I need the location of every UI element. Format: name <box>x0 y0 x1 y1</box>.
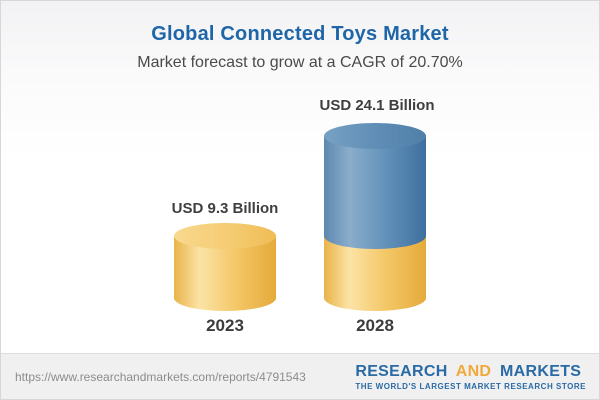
cylinder-2028 <box>324 123 426 311</box>
value-label-2023: USD 9.3 Billion <box>171 200 279 217</box>
logo-word-and: AND <box>455 362 492 380</box>
value-label-2028: USD 24.1 Billion <box>319 97 435 114</box>
cylinder-2028-gold-segment <box>324 236 426 311</box>
research-and-markets-logo: RESEARCH AND MARKETS THE WORLD'S LARGEST… <box>355 363 586 391</box>
cylinder-2023 <box>174 223 276 311</box>
chart-subtitle: Market forecast to grow at a CAGR of 20.… <box>137 54 463 71</box>
logo-tagline: THE WORLD'S LARGEST MARKET RESEARCH STOR… <box>355 381 586 391</box>
logo-word-research: RESEARCH <box>355 362 448 380</box>
report-url[interactable]: https://www.researchandmarkets.com/repor… <box>15 369 306 384</box>
chart-title: Global Connected Toys Market <box>151 23 449 45</box>
category-label-2023: 2023 <box>206 316 244 335</box>
footer-bar: https://www.researchandmarkets.com/repor… <box>1 353 599 399</box>
logo-word-markets: MARKETS <box>500 362 582 380</box>
logo-wordmark: RESEARCH AND MARKETS <box>355 363 586 380</box>
cylinder-2028-blue-segment <box>324 123 426 249</box>
category-label-2028: 2028 <box>356 316 394 335</box>
